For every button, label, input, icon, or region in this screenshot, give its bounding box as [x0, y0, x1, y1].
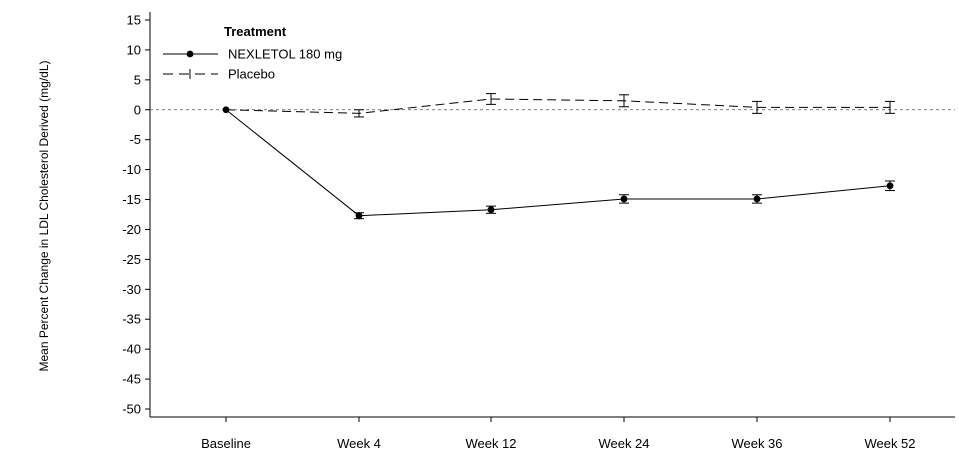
data-point — [753, 195, 761, 203]
x-tick-label: Week 24 — [598, 436, 649, 451]
legend-label: Placebo — [228, 67, 275, 82]
data-point — [355, 212, 363, 220]
y-tick-label: -30 — [122, 282, 141, 297]
y-tick-label: -50 — [122, 402, 141, 417]
x-tick-label: Week 52 — [864, 436, 915, 451]
legend-item-placebo: Placebo — [163, 67, 275, 82]
y-tick-label: -20 — [122, 222, 141, 237]
legend-label: NEXLETOL 180 mg — [228, 47, 342, 62]
y-tick-label: -5 — [129, 132, 141, 147]
x-tick-label: Week 36 — [731, 436, 782, 451]
series-layer — [222, 93, 895, 220]
series-placebo — [223, 93, 895, 118]
y-tick-label: -25 — [122, 252, 141, 267]
data-point — [886, 182, 894, 190]
x-tick-label: Week 12 — [465, 436, 516, 451]
series-line — [225, 109, 891, 217]
y-axis-title: Mean Percent Change in LDL Cholesterol D… — [37, 60, 51, 371]
y-tick-label: -40 — [122, 342, 141, 357]
data-point — [223, 107, 229, 113]
legend-marker-circle — [186, 50, 194, 58]
data-point — [620, 195, 628, 203]
y-tick-label: -35 — [122, 312, 141, 327]
y-tick-label: 15 — [127, 13, 141, 28]
x-tick-label: Week 4 — [337, 436, 381, 451]
legend-title: Treatment — [224, 24, 287, 39]
data-point — [487, 206, 495, 214]
y-tick-label: -45 — [122, 372, 141, 387]
y-tick-label: -15 — [122, 192, 141, 207]
y-tick-label: -10 — [122, 162, 141, 177]
series-nexletol — [222, 106, 895, 220]
legend-item-nexletol: NEXLETOL 180 mg — [163, 47, 342, 62]
y-tick-label: 0 — [134, 102, 141, 117]
x-tick-label: Baseline — [201, 436, 251, 451]
series-line — [225, 98, 890, 114]
legend: Treatment NEXLETOL 180 mg Placebo — [163, 24, 342, 82]
axes: 15 10 5 0 -5 -10 -15 -20 -25 -30 -35 -40 -45 -50 Basel… — [122, 12, 955, 451]
y-tick-label: 5 — [134, 72, 141, 87]
y-tick-label: 10 — [127, 42, 141, 57]
